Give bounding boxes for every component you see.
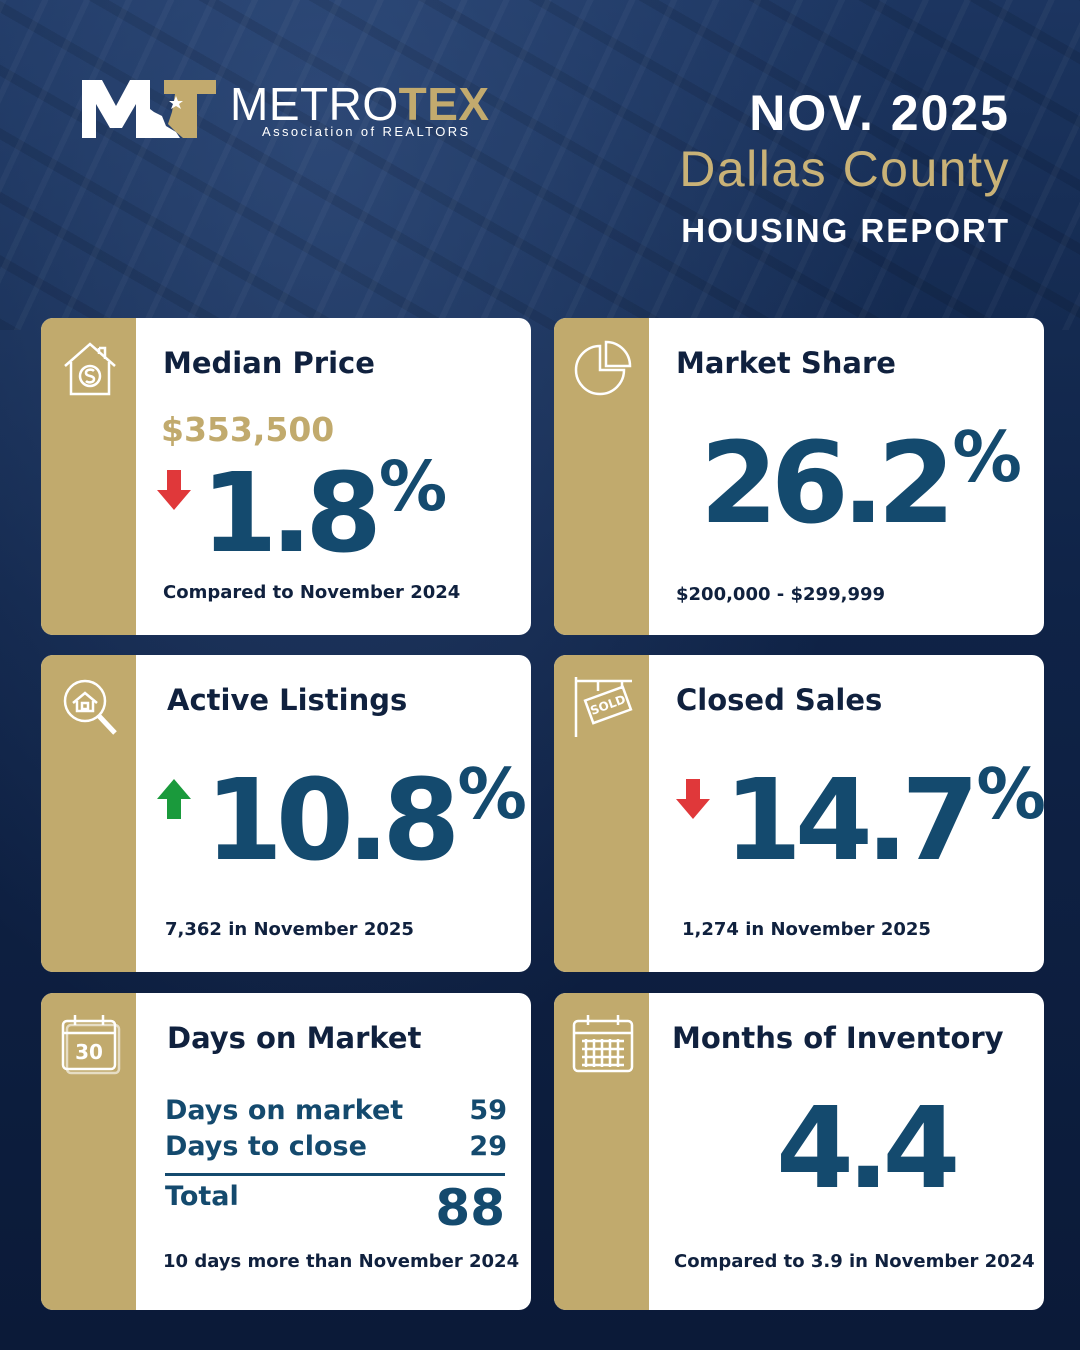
sold-sign-icon: SOLD	[574, 677, 633, 737]
card-note: $200,000 - $299,999	[676, 584, 886, 605]
card-market-share: Market Share 26.2% $200,000 - $299,999	[554, 318, 1044, 635]
card-title: Median Price	[163, 346, 375, 380]
logo-mark-icon	[82, 80, 216, 138]
dom-row-close: Days to close 29	[165, 1131, 507, 1162]
card-note: Compared to November 2024	[163, 582, 461, 603]
divider	[165, 1173, 505, 1176]
calendar-grid-icon	[572, 1015, 634, 1073]
closed-sales-change: 14.7%	[724, 755, 1044, 886]
card-months-inventory: Months of Inventory 4.4 Compared to 3.9 …	[554, 993, 1044, 1310]
svg-text:30: 30	[75, 1040, 103, 1064]
down-arrow-icon	[676, 779, 710, 819]
card-title: Market Share	[676, 346, 896, 380]
brand-subtitle: Association of REALTORS	[262, 124, 471, 139]
card-days-on-market: 30 Days on Market Days on market 59 Days …	[41, 993, 531, 1310]
card-title: Closed Sales	[676, 683, 883, 717]
house-dollar-icon	[64, 342, 116, 396]
up-arrow-icon	[157, 779, 191, 819]
report-title: HOUSING REPORT	[681, 212, 1010, 249]
card-title: Months of Inventory	[672, 1021, 1004, 1055]
pie-chart-icon	[574, 340, 632, 396]
card-median-price: Median Price $353,500 1.8% Compared to N…	[41, 318, 531, 635]
header-background	[0, 0, 1080, 330]
dom-row-market: Days on market 59	[165, 1095, 507, 1126]
calendar-30-icon: 30	[61, 1015, 121, 1075]
card-active-listings: Active Listings 10.8% 7,362 in November …	[41, 655, 531, 972]
report-date: NOV. 2025	[749, 85, 1010, 141]
down-arrow-icon	[157, 470, 191, 510]
market-share-value: 26.2%	[700, 418, 1022, 549]
card-note: 7,362 in November 2025	[165, 919, 414, 940]
median-price-value: $353,500	[161, 410, 335, 449]
active-listings-change: 10.8%	[205, 755, 527, 886]
county-name: Dallas County	[679, 141, 1010, 197]
card-note: Compared to 3.9 in November 2024	[674, 1251, 1035, 1272]
dom-total-label: Total	[165, 1181, 239, 1212]
card-note: 10 days more than November 2024	[163, 1251, 520, 1272]
card-closed-sales: SOLD Closed Sales 14.7% 1,274 in Novembe…	[554, 655, 1044, 972]
card-strip	[554, 655, 649, 972]
house-search-icon	[63, 679, 117, 735]
months-inventory-value: 4.4	[776, 1084, 960, 1214]
median-price-change: 1.8%	[201, 448, 447, 577]
card-note: 1,274 in November 2025	[682, 919, 931, 940]
metrotex-logo: METROTEX Association of REALTORS	[80, 76, 520, 146]
card-title: Days on Market	[167, 1021, 422, 1055]
card-title: Active Listings	[167, 683, 408, 717]
brand-name: METROTEX	[230, 78, 490, 130]
dom-total-value: 88	[435, 1179, 505, 1237]
